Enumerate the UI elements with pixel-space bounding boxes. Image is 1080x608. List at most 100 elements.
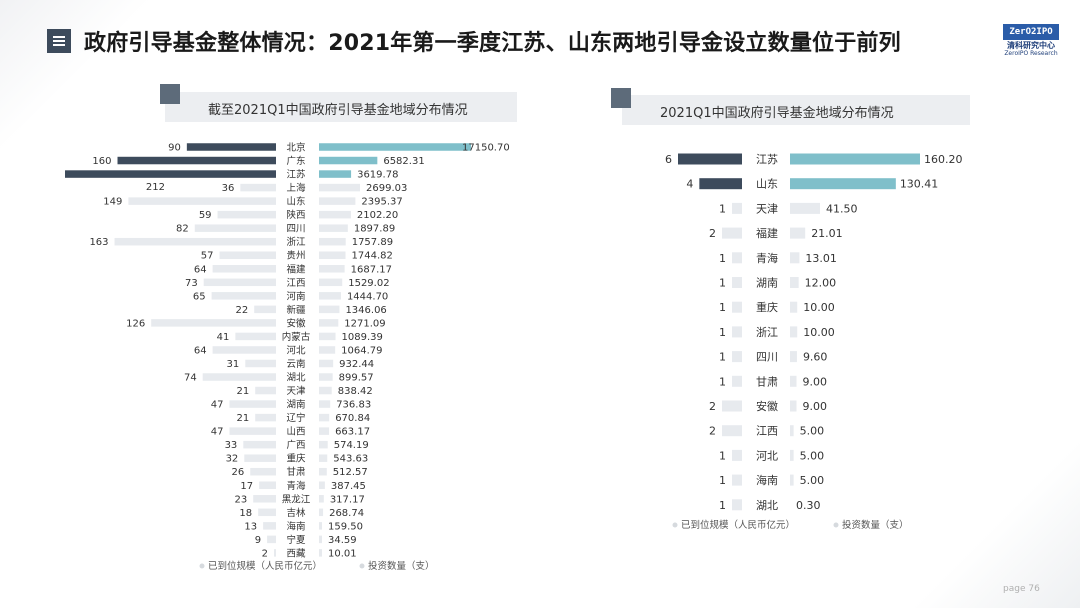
left-scale-value-label: 3619.78 [357,170,398,181]
left-scale-value-label: 1744.82 [352,251,393,262]
left-count-value-label: 126 [126,318,145,329]
left-category-label: 浙江 [286,236,306,248]
right-count-bar [722,425,742,437]
left-category-label: 江苏 [286,169,306,181]
left-count-value-label: 90 [168,143,181,154]
right-scale-bar [790,449,794,461]
left-count-value-label: 163 [89,237,108,248]
left-scale-value-label: 1089.39 [342,332,383,343]
right-scale-value-label: 13.01 [805,252,837,265]
right-scale-bar [790,227,806,239]
left-scale-value-label: 2102.20 [357,210,398,221]
left-scale-value-label: 17150.70 [462,143,510,154]
right-category-label: 江苏 [756,153,778,166]
left-count-bar [117,156,277,165]
left-count-value-label: 57 [201,251,214,262]
left-count-bar [253,495,276,503]
left-count-bar [258,508,276,517]
left-scale-value-label: 670.84 [335,413,370,424]
right-count-bar [732,326,742,338]
left-category-label: 重庆 [286,453,306,465]
right-count-bar [732,277,742,288]
right-scale-value-label: 10.00 [803,326,835,339]
right-count-value-label: 1 [719,326,726,339]
left-scale-value-label: 932.44 [339,359,374,370]
left-count-value-label: 17 [240,481,253,492]
left-scale-bar [319,251,346,259]
right-count-bar [732,499,742,511]
left-category-label: 湖南 [286,399,305,411]
left-category-label: 河南 [286,290,305,302]
right-count-value-label: 4 [686,178,693,191]
left-count-value-label: 21 [236,386,249,397]
right-scale-value-label: 12.00 [805,277,837,290]
left-category-label: 广西 [286,439,305,451]
left-legend-marker-scale [199,563,205,569]
right-chart-title-block [622,95,970,125]
left-count-value-label: 31 [227,359,240,370]
left-count-bar [114,237,276,246]
right-scale-bar [790,301,798,313]
left-scale-bar [319,197,356,205]
logo-en-name: ZeroIPO Research [1004,50,1058,57]
left-category-label: 吉林 [286,507,306,519]
left-count-bar [151,319,276,327]
left-count-value-label: 32 [226,454,239,465]
left-count-bar [194,224,276,232]
zero2ipo-logo: ZerO2IPO 清科研究中心 ZeroIPO Research [1000,24,1062,64]
left-scale-bar [319,481,325,489]
right-scale-value-label: 9.60 [803,351,828,364]
left-scale-bar [319,427,330,435]
left-scale-bar [319,183,360,192]
right-count-value-label: 1 [719,202,726,215]
left-scale-bar [319,495,324,503]
right-scale-bar [790,425,794,437]
left-count-value-label: 74 [184,373,197,384]
right-count-bar [678,153,742,165]
left-count-bar [202,373,276,381]
right-scale-value-label: 9.00 [803,375,828,388]
left-legend-count: 投资数量（支） [368,560,435,572]
right-count-value-label: 1 [719,351,726,364]
left-count-value-label: 47 [211,400,224,411]
left-count-value-label: 65 [193,291,206,302]
left-scale-bar [319,440,328,449]
left-count-bar [219,251,276,259]
left-count-value-label: 13 [244,521,257,532]
right-count-bar [722,227,742,239]
left-count-bar [245,359,276,368]
left-count-bar [244,454,276,462]
right-count-bar [732,351,742,363]
left-legend-scale: 已到位规模（人民币亿元） [208,560,322,572]
right-scale-value-label: 5.00 [800,449,825,462]
left-count-bar [267,535,276,544]
left-scale-bar [319,319,339,327]
left-scale-bar [319,265,345,273]
left-count-bar [254,305,276,314]
right-category-label: 河北 [756,449,778,462]
left-scale-bar [319,386,332,395]
right-scale-bar [790,252,800,264]
left-count-bar [243,440,276,449]
left-category-label: 上海 [286,182,306,194]
left-count-bar [255,386,276,395]
right-count-value-label: 1 [719,499,726,512]
left-scale-value-label: 1271.09 [344,318,385,329]
right-scale-bar [790,202,820,214]
right-legend-scale: 已到位规模（人民币亿元） [681,519,795,531]
left-scale-value-label: 736.83 [336,400,371,411]
left-scale-bar [319,535,322,544]
left-count-value-label: 82 [176,224,189,235]
right-count-value-label: 1 [719,449,726,462]
left-scale-bar [319,170,352,178]
left-scale-bar [319,549,322,557]
right-category-label: 山东 [756,178,778,191]
left-scale-value-label: 2395.37 [361,197,402,208]
left-count-bar [229,427,276,435]
left-count-bar [240,183,276,192]
left-count-value-label: 23 [234,494,247,505]
left-scale-bar [319,156,378,165]
left-scale-value-label: 1757.89 [352,237,393,248]
left-category-label: 黑龙江 [282,493,311,505]
